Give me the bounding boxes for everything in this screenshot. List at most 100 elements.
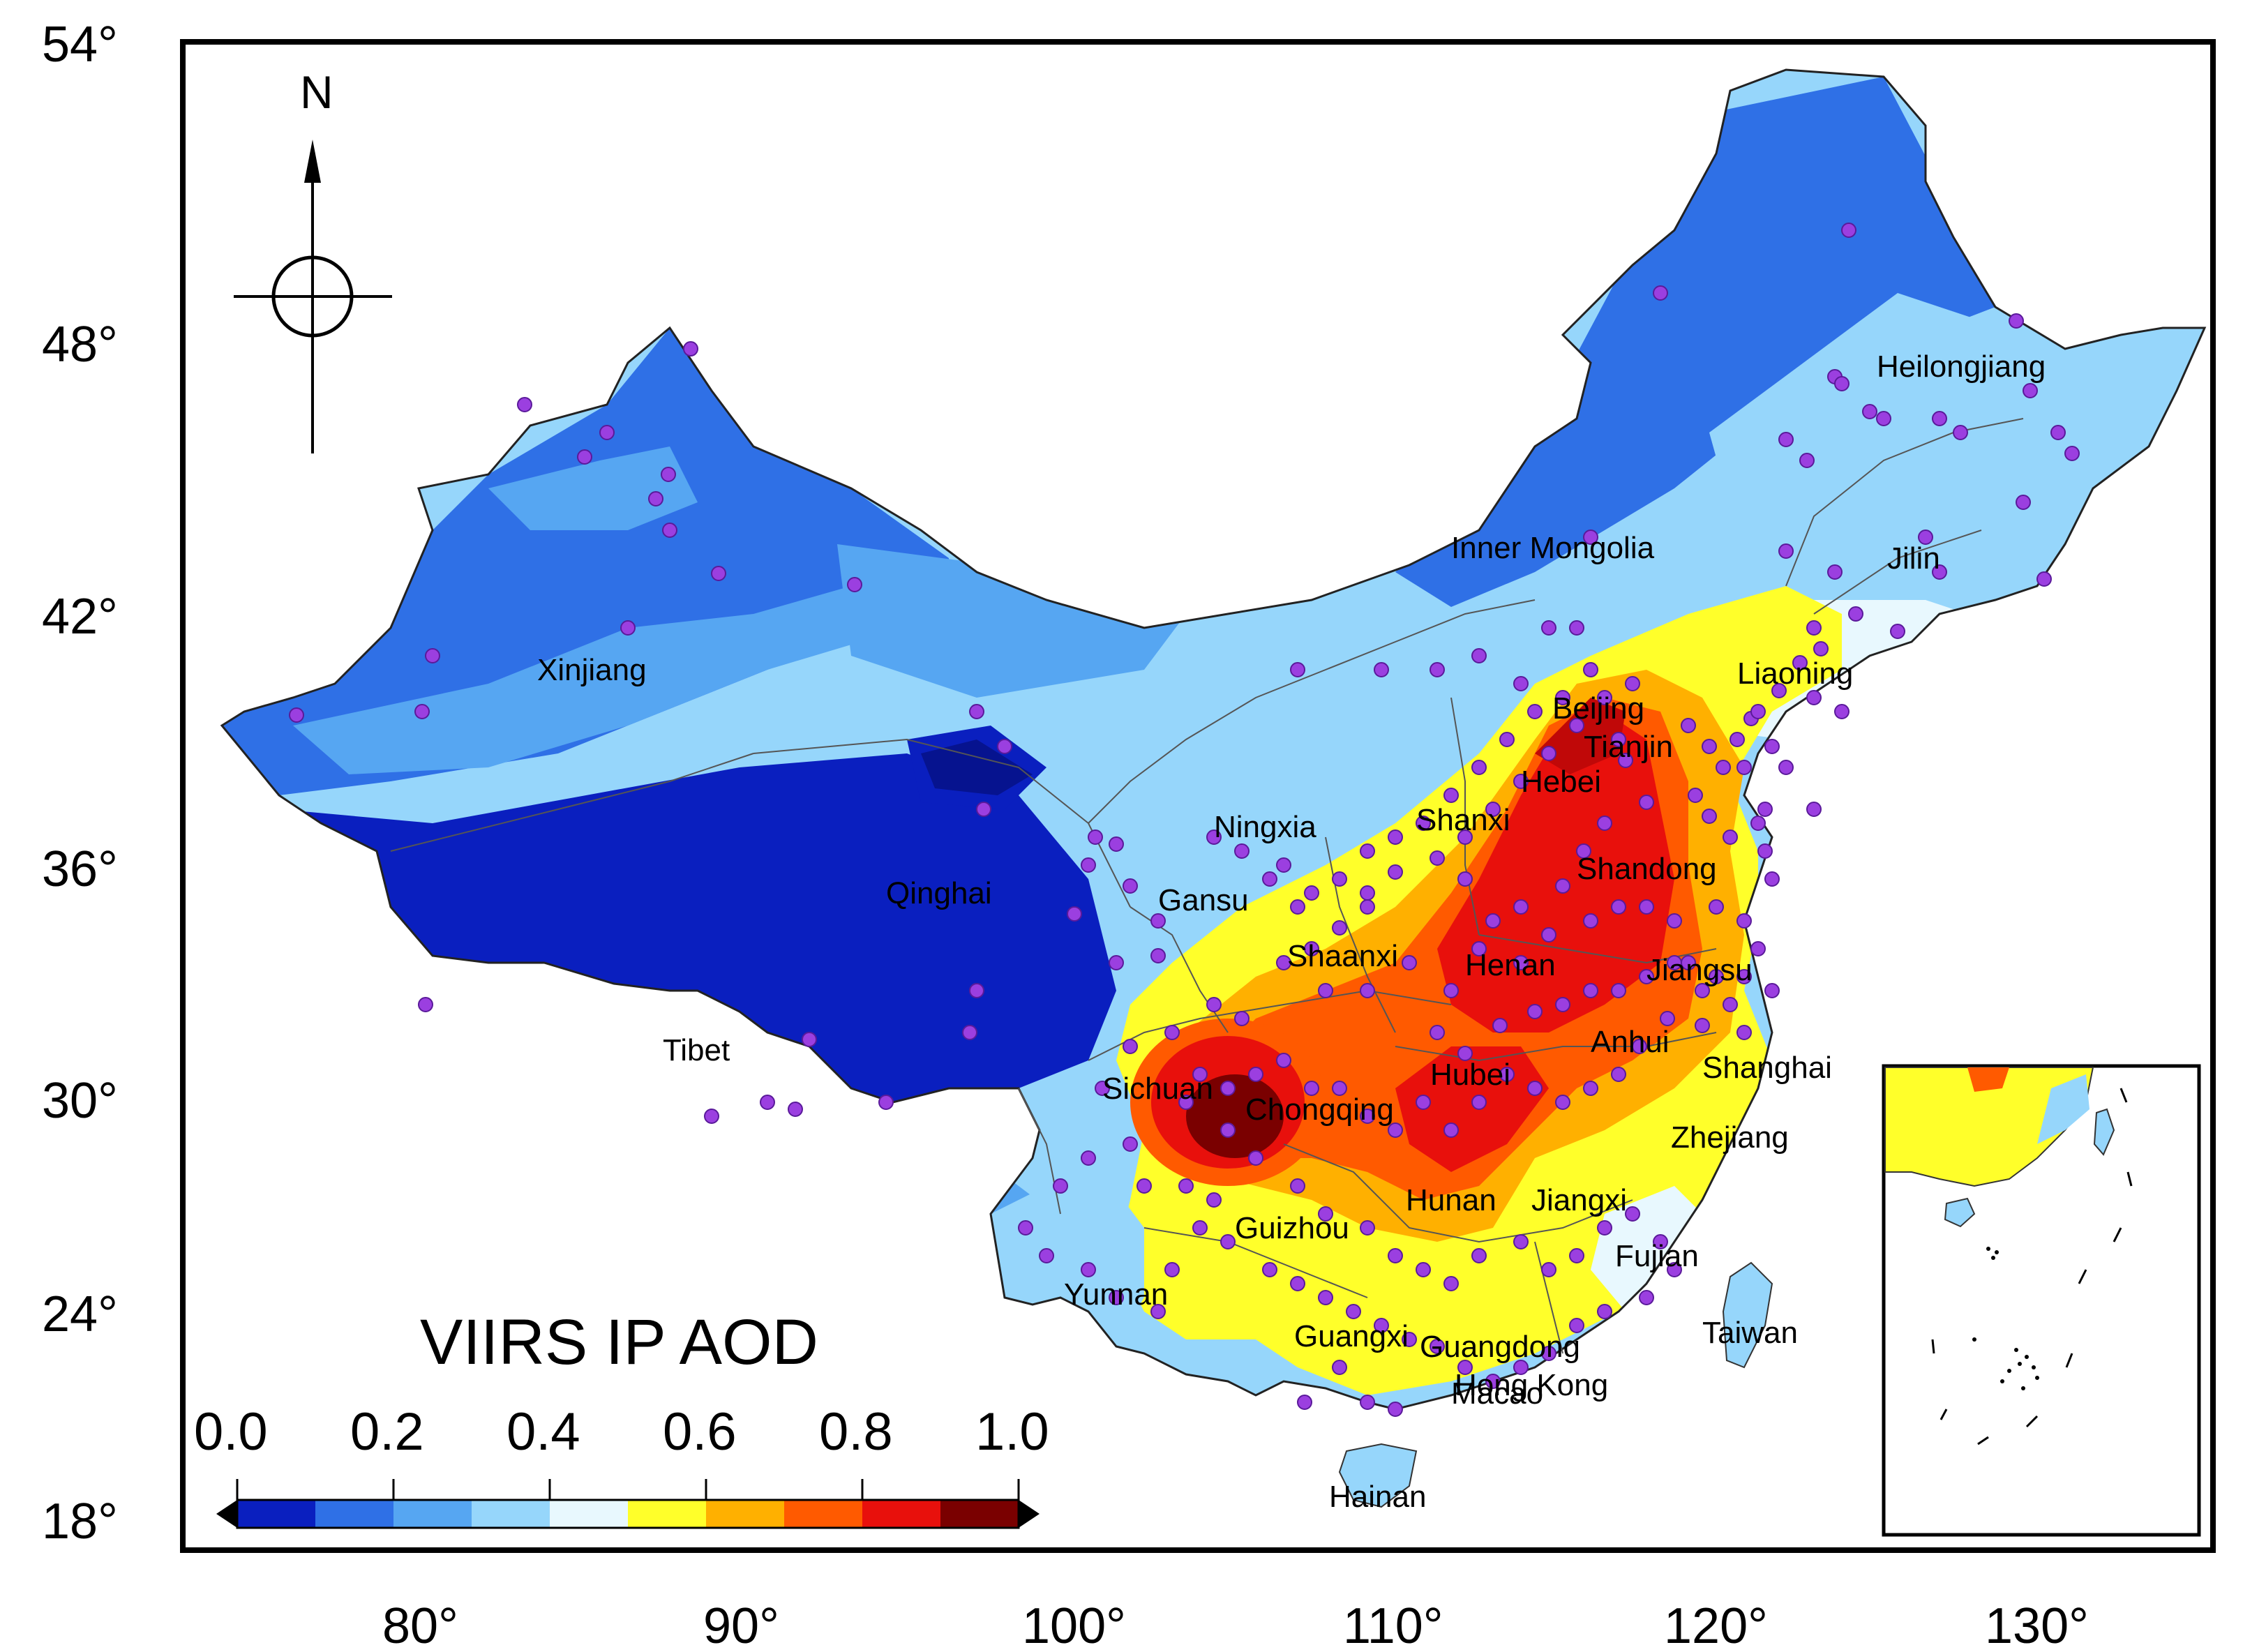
label-yunnan: Yunnan — [1064, 1277, 1168, 1312]
station-marker — [1764, 983, 1780, 998]
station-marker — [577, 449, 592, 465]
station-marker — [1318, 983, 1333, 998]
station-marker — [1206, 829, 1222, 845]
station-marker — [1583, 913, 1598, 929]
station-marker — [1402, 955, 1417, 970]
station-marker — [1597, 816, 1612, 831]
station-marker — [997, 739, 1012, 754]
station-marker — [1513, 1234, 1529, 1249]
station-marker — [1890, 624, 1905, 639]
label-shanxi: Shanxi — [1416, 803, 1510, 837]
station-marker — [1667, 913, 1682, 929]
y-axis-label: 42° — [42, 589, 118, 645]
inset-coast-light — [2037, 1074, 2089, 1144]
station-marker — [1778, 543, 1794, 559]
colorbar: 0.0 0.2 0.4 0.6 0.8 1.0 — [194, 1402, 1049, 1529]
station-marker — [1750, 816, 1766, 831]
inset-island — [2032, 1365, 2036, 1369]
station-marker — [1360, 885, 1375, 901]
inset-island — [2000, 1379, 2004, 1383]
label-hebei: Hebei — [1521, 765, 1601, 799]
map-title: VIIRS IP AOD — [420, 1307, 818, 1378]
station-marker — [1360, 843, 1375, 859]
station-marker — [1123, 1039, 1138, 1054]
province-labels: Xinjiang Tibet Qinghai Gansu Ningxia Inn… — [537, 350, 2046, 1514]
inset-taiwan — [2093, 1108, 2115, 1156]
north-arrow: N — [234, 66, 392, 453]
label-beijing: Beijing — [1552, 691, 1644, 726]
station-marker — [1360, 1220, 1375, 1236]
station-marker — [1660, 1011, 1675, 1026]
label-qinghai: Qinghai — [886, 876, 992, 910]
label-taiwan: Taiwan — [1702, 1316, 1798, 1350]
colorbar-body — [236, 1499, 1020, 1529]
inset-mainland — [1884, 1067, 2094, 1187]
x-axis-label: 110° — [1343, 1598, 1443, 1652]
station-marker — [1290, 1276, 1305, 1291]
station-marker — [1695, 1018, 1710, 1033]
station-marker — [1611, 732, 1626, 747]
station-marker — [1360, 899, 1375, 915]
label-jiangsu: Jiangsu — [1646, 953, 1753, 987]
colorbar-label: 1.0 — [975, 1402, 1049, 1462]
station-marker — [1695, 983, 1710, 998]
station-marker — [1095, 1081, 1110, 1096]
station-marker — [1443, 983, 1459, 998]
station-marker — [1702, 739, 1717, 754]
station-marker — [1081, 1262, 1096, 1277]
station-marker — [969, 983, 984, 998]
station-marker — [1109, 955, 1124, 970]
inset-dash — [2065, 1353, 2073, 1368]
x-axis-label: 130° — [1985, 1598, 2089, 1652]
y-axis-label: 48° — [42, 317, 118, 373]
station-marker — [2009, 313, 2024, 329]
station-marker — [1527, 704, 1543, 719]
station-marker — [1402, 1332, 1417, 1347]
station-marker — [1164, 1262, 1180, 1277]
station-marker — [1653, 285, 1668, 301]
station-marker — [1569, 620, 1584, 636]
station-marker — [1778, 432, 1794, 447]
station-marker — [1667, 1262, 1682, 1277]
north-label: N — [300, 66, 333, 118]
station-marker — [1736, 760, 1752, 775]
station-marker — [620, 620, 636, 636]
station-marker — [418, 997, 433, 1012]
station-marker — [1123, 1136, 1138, 1152]
label-shanghai: Shanghai — [1702, 1051, 1832, 1085]
inset-island — [2021, 1386, 2025, 1390]
station-marker — [1457, 1046, 1473, 1061]
station-marker — [1499, 732, 1515, 747]
station-marker — [976, 802, 991, 817]
label-xinjiang: Xinjiang — [537, 653, 647, 687]
station-marker — [1304, 885, 1319, 901]
station-marker — [1541, 1346, 1556, 1361]
inset-islands — [1972, 1247, 2039, 1390]
north-arrow-head — [304, 140, 321, 183]
station-marker — [1471, 648, 1487, 663]
station-marker — [1625, 676, 1640, 691]
compass-circle — [271, 255, 354, 338]
station-marker — [1388, 1122, 1403, 1138]
label-hainan: Hainan — [1329, 1480, 1426, 1514]
station-marker — [1374, 1318, 1389, 1333]
station-marker — [1513, 774, 1529, 789]
station-marker — [1332, 1081, 1347, 1096]
station-marker — [1667, 955, 1682, 970]
station-marker — [1290, 899, 1305, 915]
station-marker — [1276, 955, 1291, 970]
station-marker — [1081, 857, 1096, 873]
station-marker — [1757, 802, 1773, 817]
station-marker — [2050, 425, 2066, 440]
station-marker — [1736, 913, 1752, 929]
label-guangxi: Guangxi — [1294, 1319, 1409, 1353]
colorbar-label: 0.6 — [663, 1402, 737, 1462]
station-marker — [1918, 530, 1933, 545]
station-marker — [1792, 655, 1808, 670]
station-marker — [1178, 1178, 1194, 1194]
label-shaanxi: Shaanxi — [1287, 939, 1398, 973]
station-marker — [1485, 1374, 1501, 1389]
station-marker — [1953, 425, 1968, 440]
station-marker — [1297, 1395, 1312, 1410]
station-marker — [1457, 829, 1473, 845]
